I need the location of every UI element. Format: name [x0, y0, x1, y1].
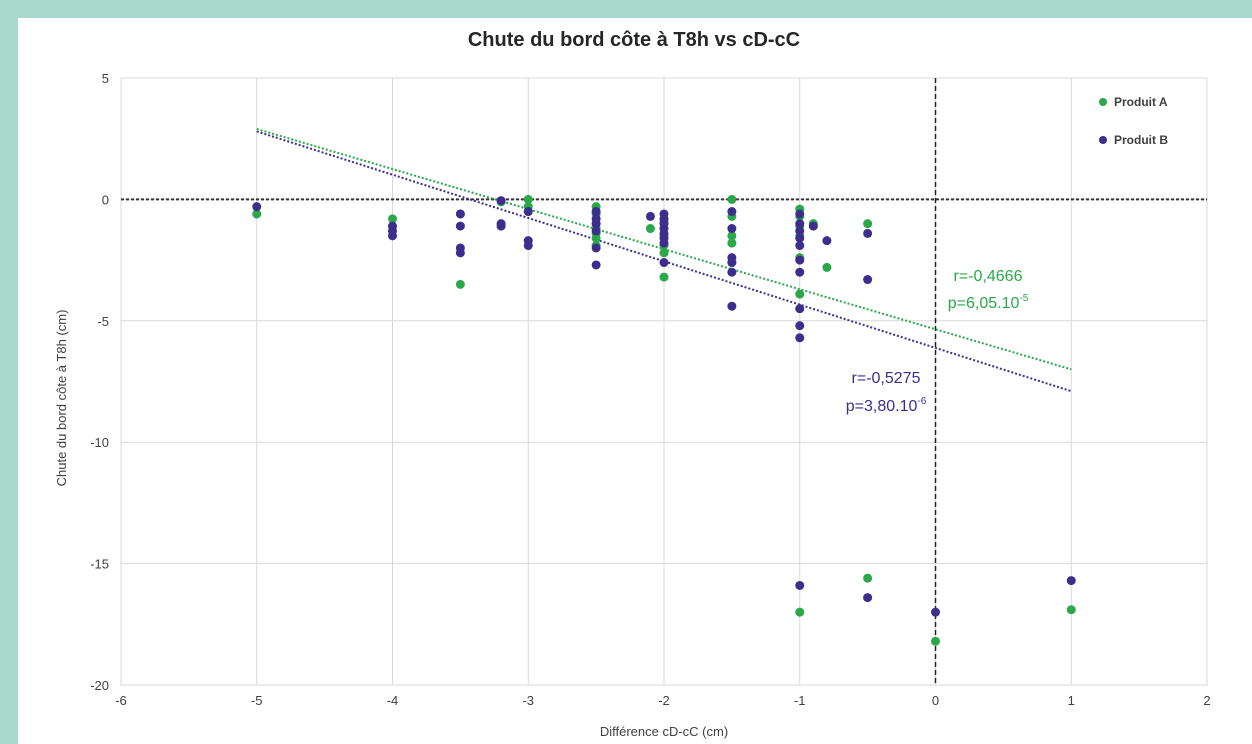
data-point-produit-b [795, 233, 805, 243]
data-point-produit-b [591, 219, 601, 229]
data-point-produit-b [455, 248, 465, 258]
y-tick-label: -20 [90, 678, 109, 693]
data-point-produit-b [795, 333, 805, 343]
legend-marker [1099, 98, 1107, 106]
data-point-produit-a [795, 289, 805, 299]
correlation-r: r=-0,5275 [852, 370, 921, 387]
x-tick-label: -6 [115, 693, 127, 708]
data-point-produit-b [591, 207, 601, 217]
x-tick-label: -3 [522, 693, 534, 708]
data-point-produit-b [455, 221, 465, 231]
data-point-produit-a [822, 262, 832, 272]
data-point-produit-b [523, 207, 533, 217]
legend-marker [1099, 136, 1107, 144]
data-point-produit-b [252, 202, 262, 212]
correlation-r: r=-0,4666 [954, 268, 1023, 285]
data-point-produit-b [863, 593, 873, 603]
data-point-produit-b [591, 243, 601, 253]
data-point-produit-b [727, 301, 737, 311]
data-point-produit-b [822, 236, 832, 246]
correlation-p: p=3,80.10-6 [846, 396, 927, 415]
trendline-produit-b [256, 130, 1072, 393]
data-points [252, 194, 1076, 646]
data-point-produit-b [795, 580, 805, 590]
data-point-produit-b [591, 260, 601, 270]
data-point-produit-b [795, 241, 805, 251]
data-point-produit-a [659, 248, 669, 258]
data-point-produit-b [727, 267, 737, 277]
y-tick-labels: 5 0 -5 -10 -15 -20 [90, 71, 109, 693]
data-point-produit-b [727, 207, 737, 217]
x-tick-label: -2 [658, 693, 670, 708]
legend-label: Produit A [1114, 95, 1168, 109]
data-point-produit-b [645, 211, 655, 221]
legend: Produit A Produit B [1099, 95, 1168, 147]
x-tick-label: -5 [251, 693, 263, 708]
x-tick-label: 2 [1203, 693, 1210, 708]
data-point-produit-b [795, 267, 805, 277]
data-point-produit-b [455, 209, 465, 219]
x-tick-label: 1 [1068, 693, 1075, 708]
legend-label: Produit B [1114, 133, 1168, 147]
data-point-produit-a [931, 636, 940, 646]
data-point-produit-b [727, 258, 737, 268]
data-point-produit-a [645, 224, 655, 234]
data-point-produit-b [727, 224, 737, 234]
data-point-produit-a [252, 209, 262, 219]
data-point-produit-b [931, 607, 940, 617]
data-point-produit-b [523, 241, 533, 251]
x-tick-label: -4 [387, 693, 399, 708]
x-axis-title: Différence cD-cC (cm) [600, 724, 728, 739]
data-point-produit-b [659, 258, 669, 268]
y-tick-label: -10 [90, 435, 109, 450]
x-tick-label: -1 [794, 693, 806, 708]
data-point-produit-a [523, 194, 533, 204]
correlation-annotations: r=-0,4666 p=6,05.10-5 r=-0,5275 p=3,80.10-6 [846, 268, 1029, 415]
chart-title: Chute du bord côte à T8h vs cD-cC [468, 29, 800, 51]
correlation-p-exponent: -6 [917, 396, 926, 407]
data-point-produit-b [808, 221, 818, 231]
correlation-p-exponent: -5 [1019, 293, 1028, 304]
scatter-chart: Chute du bord côte à T8h vs cD-cC -6 -5 -4… [54, 29, 1211, 739]
data-point-produit-a [388, 214, 397, 224]
data-point-produit-a [591, 233, 601, 243]
data-point-produit-b [388, 231, 397, 241]
data-point-produit-a [727, 238, 737, 248]
data-point-produit-b [795, 226, 805, 236]
data-point-produit-b [863, 275, 873, 285]
data-point-produit-b [795, 209, 805, 219]
data-point-produit-a [1066, 605, 1076, 615]
reference-lines [121, 78, 1207, 685]
data-point-produit-a [455, 279, 465, 289]
data-point-produit-b [795, 321, 805, 331]
data-point-produit-a [727, 194, 737, 204]
data-point-produit-b [863, 228, 873, 238]
data-point-produit-a [863, 219, 873, 229]
data-point-produit-b [496, 221, 506, 231]
data-point-produit-a [659, 272, 669, 282]
data-point-produit-b [795, 304, 805, 314]
y-tick-label: -5 [97, 314, 109, 329]
y-tick-label: -15 [90, 557, 109, 572]
data-point-produit-b [591, 226, 601, 236]
data-point-produit-b [795, 255, 805, 265]
data-point-produit-b [1066, 576, 1076, 586]
y-tick-label: 5 [102, 71, 109, 86]
y-axis-title: Chute du bord côte à T8h (cm) [54, 310, 69, 487]
data-point-produit-a [863, 573, 873, 583]
chart-frame: Chute du bord côte à T8h vs cD-cC -6 -5 -4… [18, 18, 1252, 744]
data-point-produit-a [727, 231, 737, 241]
x-tick-label: 0 [932, 693, 939, 708]
gridlines [120, 77, 1208, 686]
data-point-produit-b [496, 196, 506, 206]
x-tick-labels: -6 -5 -4 -3 -2 -1 0 1 2 [115, 693, 1210, 708]
data-point-produit-b [659, 238, 669, 248]
data-point-produit-a [795, 607, 805, 617]
y-tick-label: 0 [102, 192, 109, 207]
correlation-p: p=6,05.10-5 [948, 293, 1029, 312]
data-point-produit-b [795, 219, 805, 229]
